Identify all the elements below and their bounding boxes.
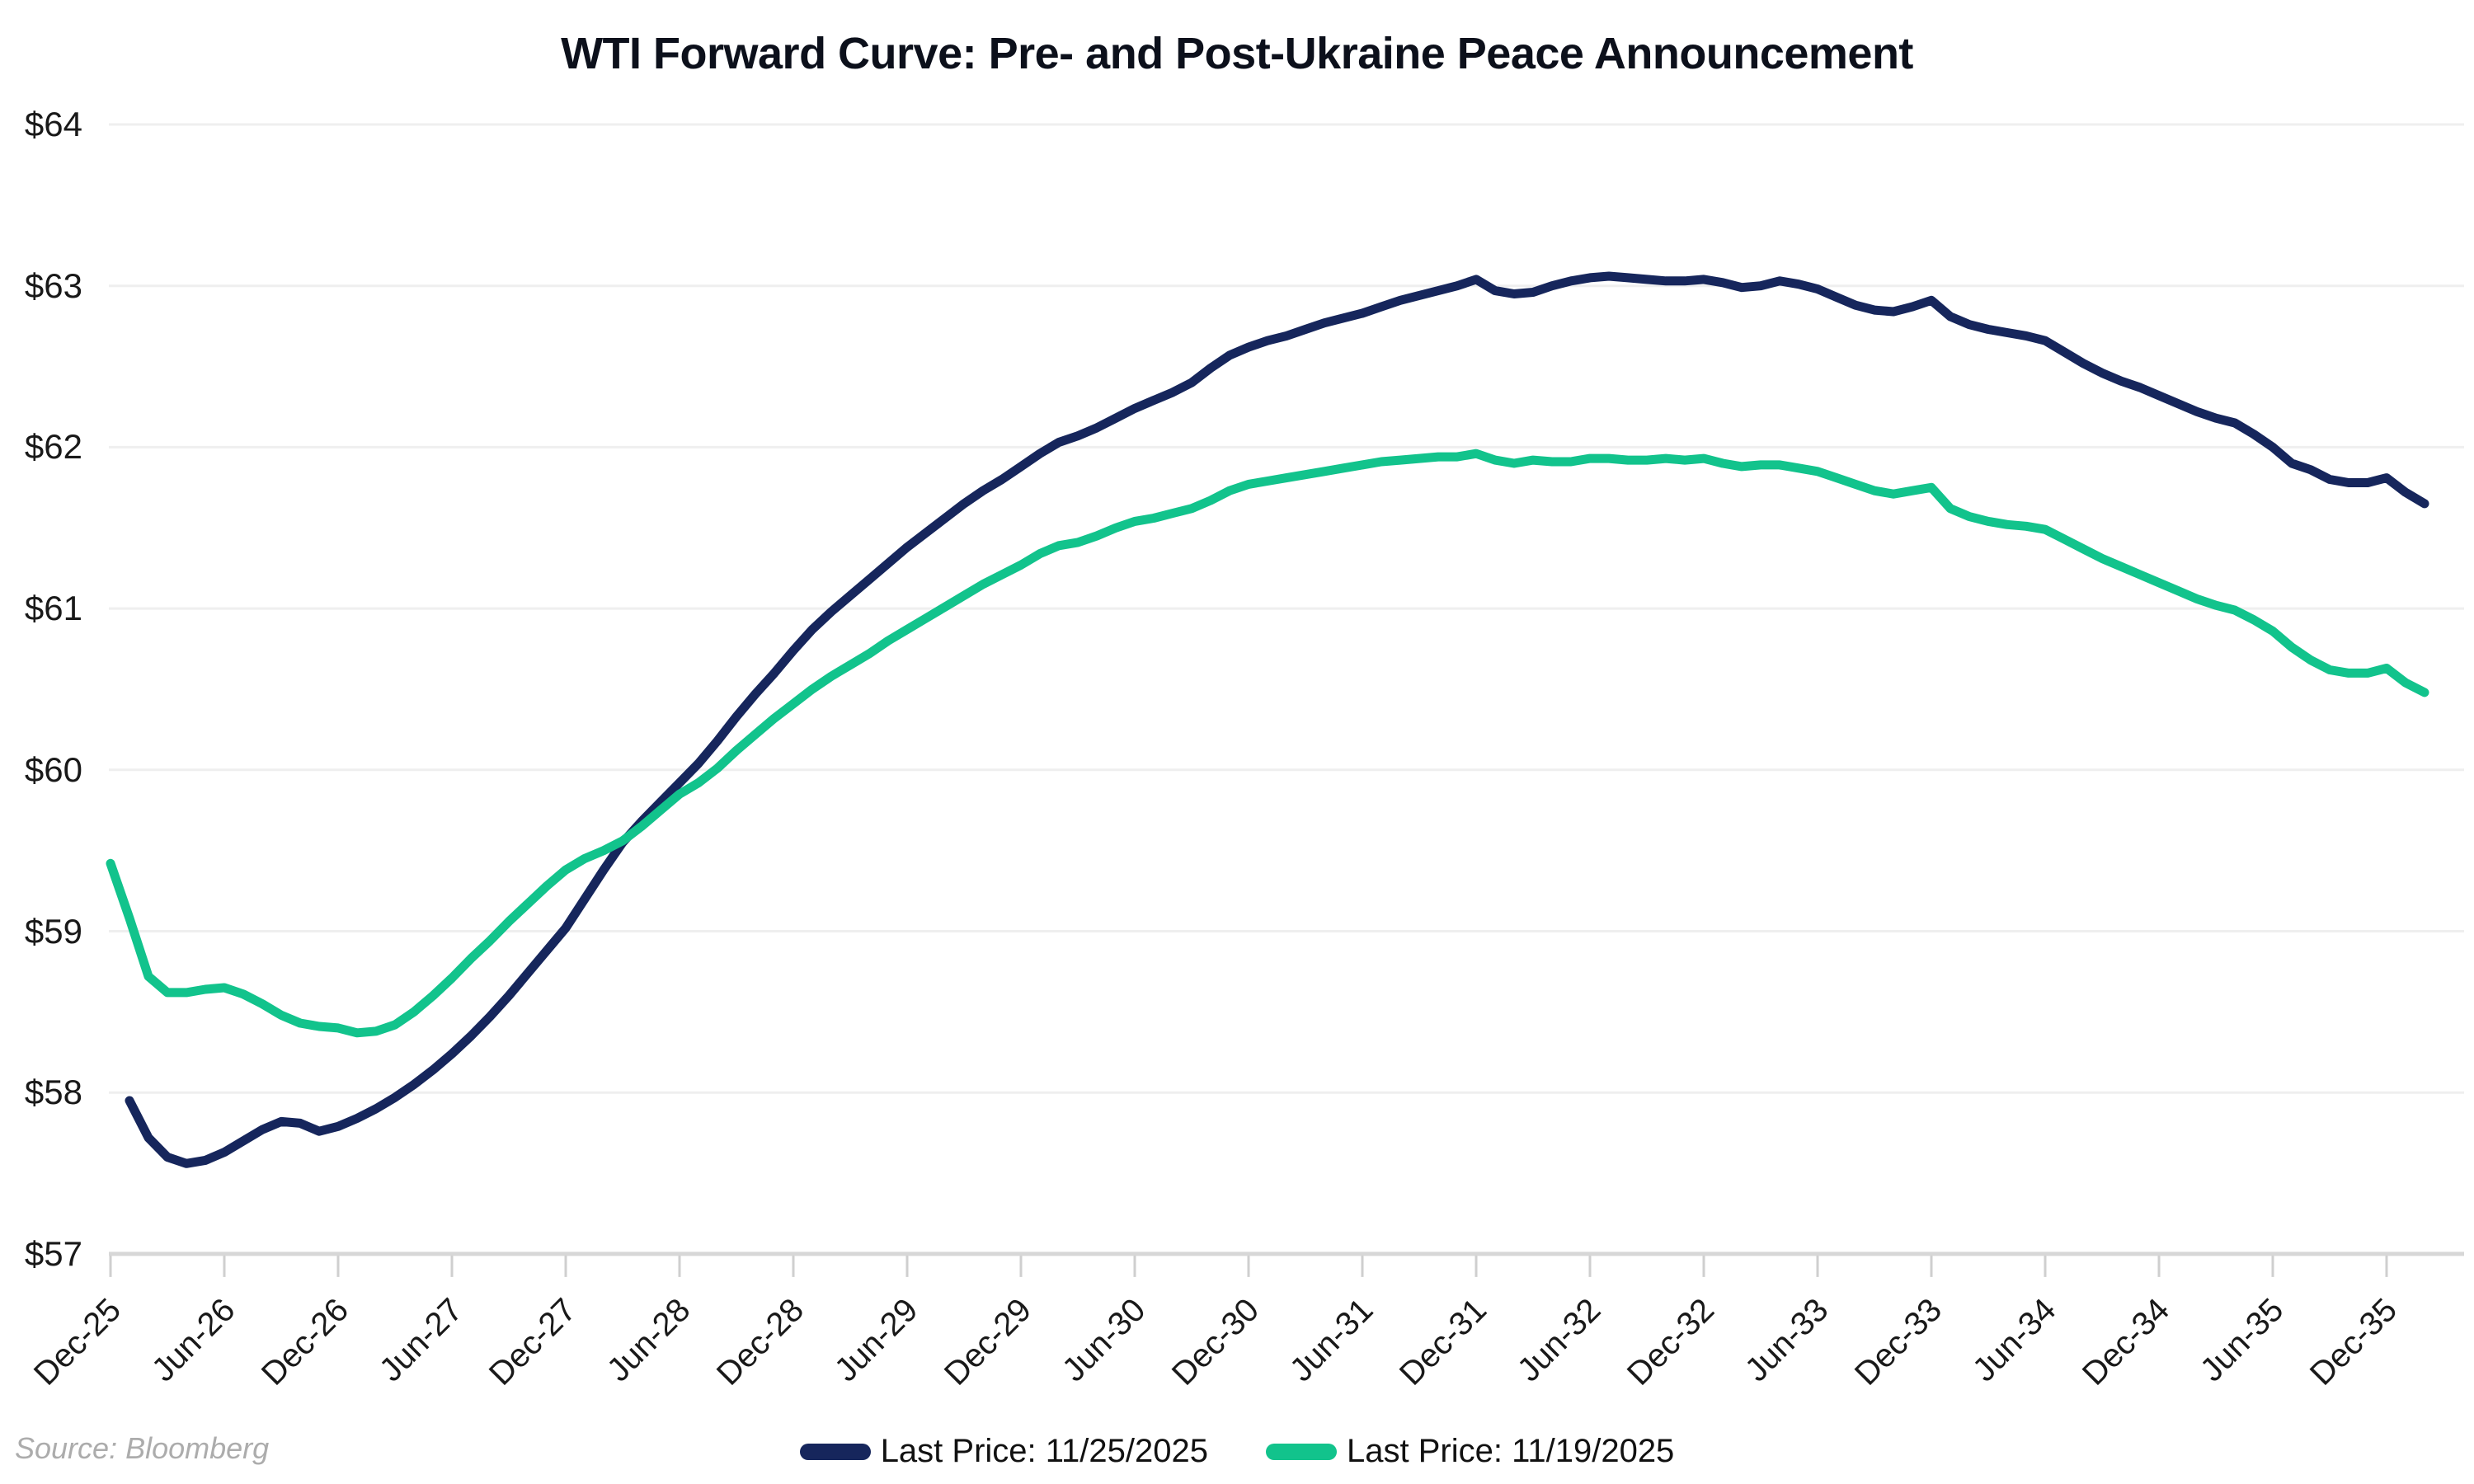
y-axis: $57 $58 $59 $60 $61 $62 $63 $64	[0, 0, 86, 1484]
y-tick-label: $57	[24, 1233, 82, 1273]
legend-swatch-navy	[799, 1443, 871, 1460]
y-tick-label: $59	[24, 911, 82, 951]
y-tick-label: $61	[24, 589, 82, 628]
legend-item-pre-announcement: Last Price: 11/19/2025	[1266, 1433, 1674, 1470]
series-line-pre-announcement	[106, 448, 2429, 1038]
y-tick-label: $58	[24, 1073, 82, 1112]
source-note: Source: Bloomberg	[15, 1431, 270, 1465]
legend-swatch-green	[1266, 1443, 1337, 1460]
legend-item-post-announcement: Last Price: 11/25/2025	[799, 1433, 1208, 1470]
y-tick-label: $62	[24, 427, 82, 467]
y-tick-label: $64	[24, 105, 82, 143]
legend-label: Last Price: 11/19/2025	[1347, 1433, 1675, 1469]
y-tick-label: $60	[24, 749, 82, 789]
series-line-post-announcement	[125, 271, 2429, 1168]
chart-title: WTI Forward Curve: Pre- and Post-Ukraine…	[561, 29, 1913, 78]
legend-label: Last Price: 11/25/2025	[880, 1433, 1208, 1469]
y-tick-label: $63	[24, 265, 82, 305]
legend: Last Price: 11/25/2025 Last Price: 11/19…	[0, 1433, 2474, 1470]
